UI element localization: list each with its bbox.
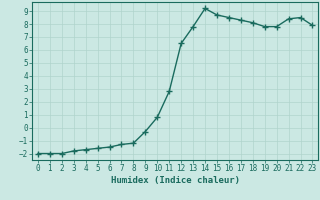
X-axis label: Humidex (Indice chaleur): Humidex (Indice chaleur)	[111, 176, 240, 185]
